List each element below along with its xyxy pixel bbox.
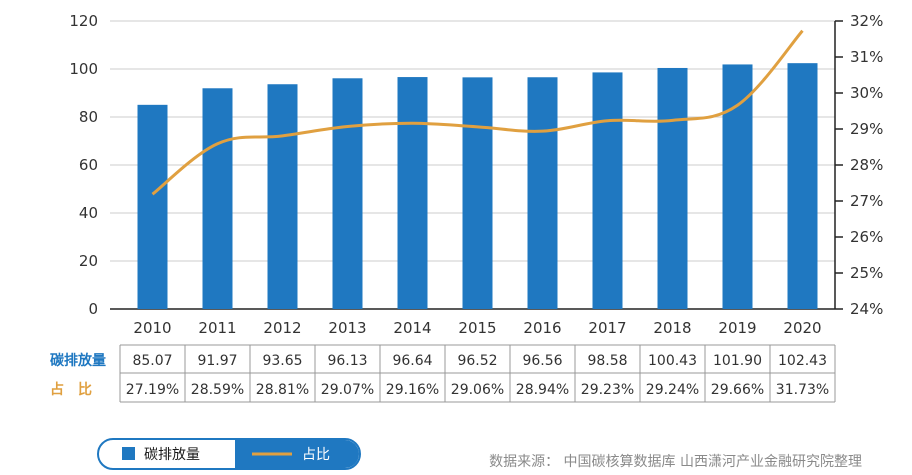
cell-emissions-2011: 91.97 (197, 353, 237, 369)
cell-share-2012: 28.81% (256, 382, 309, 398)
right-tick-label: 28% (850, 156, 883, 174)
right-tick-label: 30% (850, 84, 883, 102)
legend-line-label: 占比 (302, 447, 330, 463)
row-label-share: 占 比 (50, 381, 92, 398)
line-series (151, 29, 804, 196)
bar-2018 (657, 67, 688, 309)
legend: 碳排放量 占比 (97, 438, 361, 470)
row-label-emissions: 碳排放量 (50, 352, 106, 369)
right-tick-label: 24% (850, 300, 883, 318)
right-tick-label: 25% (850, 264, 883, 282)
right-tick-label: 32% (850, 12, 883, 30)
left-tick-label: 100 (69, 60, 98, 78)
x-tick-label: 2019 (718, 319, 756, 337)
x-tick-label: 2016 (523, 319, 561, 337)
bar-2016 (527, 77, 558, 309)
bar-2010 (137, 104, 168, 309)
x-tick-label: 2012 (263, 319, 301, 337)
bar-2017 (592, 72, 623, 310)
x-axis: 2010 2011 2012 2013 2014 2015 2016 2017 2018 2019… (133, 319, 821, 337)
right-tick-label: 26% (850, 228, 883, 246)
left-tick-label: 80 (79, 108, 98, 126)
cell-share-2018: 29.24% (646, 382, 699, 398)
left-tick-label: 0 (88, 300, 98, 318)
cell-emissions-2014: 96.64 (392, 353, 432, 369)
x-tick-label: 2018 (653, 319, 691, 337)
cell-share-2015: 29.06% (451, 382, 504, 398)
cell-emissions-2016: 96.56 (522, 353, 562, 369)
x-tick-label: 2010 (133, 319, 171, 337)
x-tick-label: 2011 (198, 319, 236, 337)
cell-share-2014: 29.16% (386, 382, 439, 398)
source-note: 数据来源： 中国碳核算数据库 山西潇河产业金融研究院整理 (489, 454, 862, 470)
left-tick-label: 120 (69, 12, 98, 30)
x-tick-label: 2020 (783, 319, 821, 337)
cell-share-2010: 27.19% (126, 382, 179, 398)
legend-bar-label: 碳排放量 (144, 447, 200, 463)
cell-emissions-2017: 98.58 (587, 353, 627, 369)
bar-2020 (787, 63, 818, 309)
right-tick-label: 27% (850, 192, 883, 210)
x-tick-label: 2014 (393, 319, 431, 337)
cell-emissions-2020: 102.43 (778, 353, 827, 369)
right-axis: 24% 25% 26% 27% 28% 29% 30% 31% 32% (834, 12, 883, 318)
left-tick-label: 60 (79, 156, 98, 174)
bar-2014 (397, 77, 428, 310)
x-tick-label: 2015 (458, 319, 496, 337)
right-tick-label: 29% (850, 120, 883, 138)
cell-share-2011: 28.59% (191, 382, 244, 398)
bar-2011 (202, 88, 233, 309)
left-tick-label: 40 (79, 204, 98, 222)
x-tick-label: 2017 (588, 319, 626, 337)
bar-series (137, 63, 818, 310)
cell-share-2016: 28.94% (516, 382, 569, 398)
cell-emissions-2015: 96.52 (457, 353, 497, 369)
bar-2019 (722, 64, 753, 309)
cell-emissions-2012: 93.65 (262, 353, 302, 369)
left-tick-label: 20 (79, 252, 98, 270)
left-axis: 0 20 40 60 80 100 120 (69, 12, 98, 318)
x-tick-label: 2013 (328, 319, 366, 337)
cell-share-2013: 29.07% (321, 382, 374, 398)
right-tick-label: 31% (850, 48, 883, 66)
cell-emissions-2019: 101.90 (713, 353, 762, 369)
bar-2012 (267, 84, 298, 310)
cell-emissions-2018: 100.43 (648, 353, 697, 369)
cell-share-2019: 29.66% (711, 382, 764, 398)
cell-share-2020: 31.73% (776, 382, 829, 398)
cell-share-2017: 29.23% (581, 382, 634, 398)
legend-line-pill (235, 440, 359, 468)
legend-bar-swatch (122, 447, 135, 460)
bar-2015 (462, 77, 493, 310)
bar-2013 (332, 78, 363, 310)
cell-emissions-2013: 96.13 (327, 353, 367, 369)
cell-emissions-2010: 85.07 (132, 353, 172, 369)
